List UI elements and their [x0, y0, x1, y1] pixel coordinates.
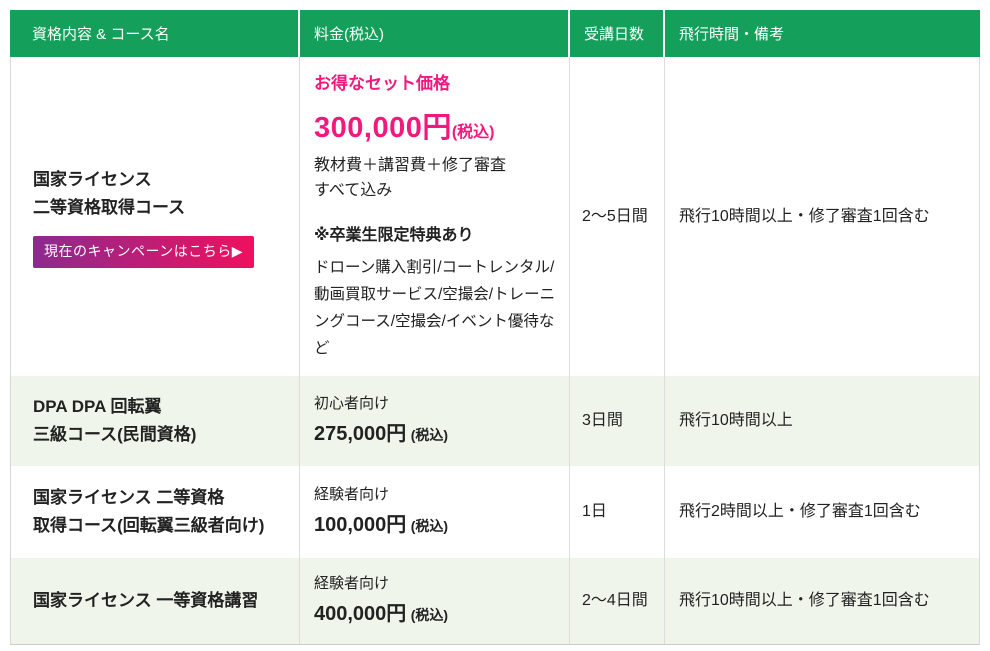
price-cell: 経験者向け 100,000円 (税込) — [300, 466, 570, 559]
course-cell: 国家ライセンス 二等資格 取得コース(回転翼三級者向け) — [11, 466, 300, 559]
header-flight-remarks: 飛行時間・備考 — [665, 10, 980, 57]
course-name: DPA DPA 回転翼 三級コース(民間資格) — [33, 393, 289, 449]
course-cell: 国家ライセンス 一等資格講習 — [11, 558, 300, 645]
price-cell: 初心者向け 275,000円 (税込) — [300, 376, 570, 467]
experience-level: 初心者向け — [314, 394, 390, 412]
price-includes-line: 教材費＋講習費＋修了審査 — [314, 157, 507, 174]
course-cell: DPA DPA 回転翼 三級コース(民間資格) — [11, 376, 300, 467]
tax-included-note: (税込) — [410, 518, 449, 535]
experience-level: 経験者向け — [314, 574, 390, 592]
header-price: 料金(税込) — [300, 10, 570, 57]
days-value: 1日 — [582, 503, 607, 521]
header-days: 受講日数 — [570, 10, 665, 57]
price-amount-value: 400,000円 — [314, 603, 407, 626]
remarks-value: 飛行10時間以上 — [679, 412, 793, 430]
course-name-line: 国家ライセンス — [33, 169, 152, 189]
course-name-line: 三級コース(民間資格) — [33, 425, 197, 445]
experience-level: 経験者向け — [314, 485, 390, 503]
table-body: 国家ライセンス 二等資格取得コース 現在のキャンペーンはこちら▶ お得なセット価… — [10, 57, 980, 646]
table-row: DPA DPA 回転翼 三級コース(民間資格) 初心者向け 275,000円 (… — [11, 376, 979, 467]
table-row: 国家ライセンス 二等資格 取得コース(回転翼三級者向け) 経験者向け 100,0… — [11, 466, 979, 559]
price-includes: 教材費＋講習費＋修了審査 すべて込み — [314, 154, 559, 204]
price-amount: 300,000円(税込) — [314, 107, 559, 151]
course-cell: 国家ライセンス 二等資格取得コース 現在のキャンペーンはこちら▶ — [11, 57, 300, 377]
remarks-value: 飛行10時間以上・修了審査1回含む — [679, 592, 930, 610]
course-name-line: 二等資格取得コース — [33, 197, 186, 217]
remarks-cell: 飛行10時間以上 — [665, 376, 979, 466]
days-value: 2〜5日間 — [582, 207, 648, 225]
days-cell: 2〜5日間 — [570, 57, 665, 377]
pricing-table: 資格内容 & コース名 料金(税込) 受講日数 飛行時間・備考 国家ライセンス … — [10, 10, 980, 646]
course-name-line: 国家ライセンス 二等資格 — [33, 488, 225, 508]
remarks-cell: 飛行10時間以上・修了審査1回含む — [665, 57, 979, 376]
price-amount: 400,000円 (税込) — [314, 599, 559, 629]
set-price-label: お得なセット価格 — [314, 74, 450, 93]
course-name-line: DPA DPA 回転翼 — [33, 397, 162, 417]
graduate-bonus-title: ※卒業生限定特典あり — [314, 226, 474, 244]
price-cell: 経験者向け 400,000円 (税込) — [300, 558, 570, 645]
tax-included-note: (税込) — [410, 607, 449, 624]
remarks-cell: 飛行10時間以上・修了審査1回含む — [665, 558, 979, 644]
price-amount-value: 275,000円 — [314, 423, 407, 446]
days-value: 3日間 — [582, 412, 623, 430]
header-course-name: 資格内容 & コース名 — [10, 10, 300, 57]
course-name: 国家ライセンス 一等資格講習 — [33, 587, 289, 615]
table-row: 国家ライセンス 二等資格取得コース 現在のキャンペーンはこちら▶ お得なセット価… — [11, 57, 979, 377]
table-header-row: 資格内容 & コース名 料金(税込) 受講日数 飛行時間・備考 — [10, 10, 980, 57]
remarks-value: 飛行10時間以上・修了審査1回含む — [679, 207, 930, 225]
price-amount-value: 100,000円 — [314, 514, 407, 537]
table-row: 国家ライセンス 一等資格講習 経験者向け 400,000円 (税込) 2〜4日間… — [11, 558, 979, 645]
remarks-cell: 飛行2時間以上・修了審査1回含む — [665, 466, 979, 558]
graduate-bonus-detail: ドローン購入割引/コートレンタル/ 動画買取サービス/空撮会/トレーニングコース… — [314, 258, 556, 357]
price-includes-line: すべて込み — [314, 181, 393, 199]
price-amount: 100,000円 (税込) — [314, 510, 559, 540]
remarks-value: 飛行2時間以上・修了審査1回含む — [679, 503, 921, 521]
campaign-button[interactable]: 現在のキャンペーンはこちら▶ — [33, 235, 255, 268]
days-cell: 3日間 — [570, 376, 665, 467]
price-amount-value: 300,000円 — [314, 111, 452, 144]
course-name-line: 取得コース(回転翼三級者向け) — [33, 516, 265, 536]
tax-included-note: (税込) — [451, 123, 495, 141]
days-cell: 1日 — [570, 466, 665, 559]
days-cell: 2〜4日間 — [570, 558, 665, 645]
tax-included-note: (税込) — [410, 427, 449, 444]
price-cell: お得なセット価格 300,000円(税込) 教材費＋講習費＋修了審査 すべて込み… — [300, 57, 570, 377]
price-amount: 275,000円 (税込) — [314, 419, 559, 449]
course-name: 国家ライセンス 二等資格 取得コース(回転翼三級者向け) — [33, 484, 289, 540]
days-value: 2〜4日間 — [582, 592, 648, 610]
course-name: 国家ライセンス 二等資格取得コース — [33, 166, 289, 222]
course-name-line: 国家ライセンス 一等資格講習 — [33, 591, 259, 611]
